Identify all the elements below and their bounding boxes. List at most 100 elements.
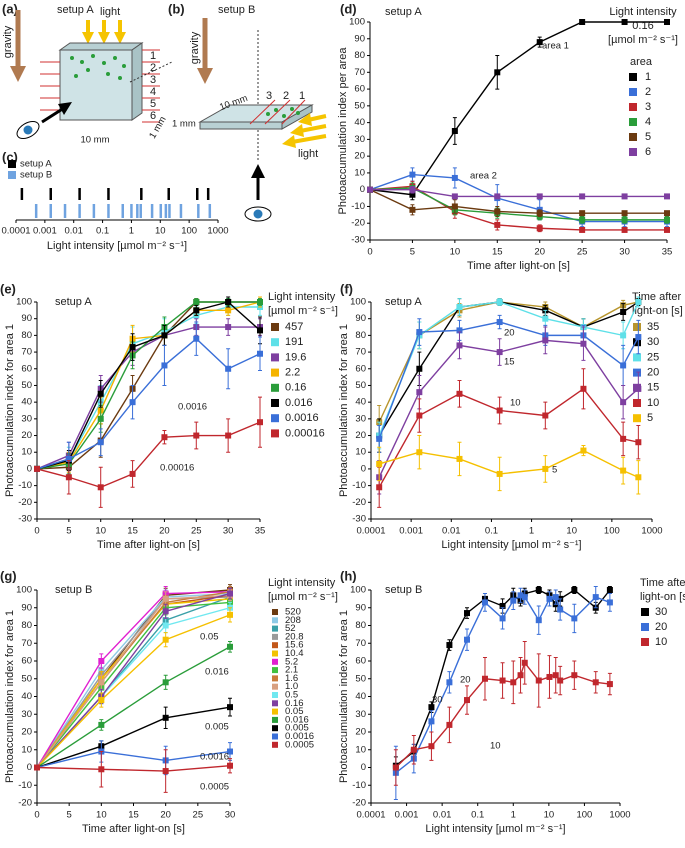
annotation: 20 (460, 675, 471, 686)
chart-title: setup B (385, 584, 422, 596)
x-tick-label: 0.01 (442, 526, 461, 537)
y-tick-label: -10 (18, 480, 32, 491)
y-tick-label: 0 (361, 463, 366, 474)
legend-swatch (641, 608, 649, 616)
data-point (620, 435, 627, 442)
series-line (36, 301, 261, 470)
legend-swatch (272, 609, 278, 615)
y-tick-label: 40 (354, 117, 365, 128)
light-label: light (298, 148, 318, 160)
series-line (36, 596, 231, 768)
data-point (98, 766, 105, 773)
y-tick-label: 70 (355, 347, 366, 358)
x-tick-label: 35 (662, 247, 673, 258)
data-point (592, 594, 599, 601)
y-tick-label: 20 (355, 727, 366, 738)
legend-title: Time after (640, 577, 685, 589)
data-point (416, 329, 423, 336)
region-lines (40, 49, 160, 123)
legend-label: 20 (647, 367, 659, 379)
data-point (499, 615, 506, 622)
y-axis-label: Photoaccumulation index for area 1 (4, 610, 16, 783)
x-tick-label: 100 (576, 810, 592, 821)
data-point (161, 434, 168, 441)
legend-label: 457 (285, 321, 303, 333)
x-axis-label: Time after light-on [s] (467, 260, 570, 272)
data-point (580, 340, 587, 347)
legend-label: 15 (647, 382, 659, 394)
legend-label: 35 (647, 321, 659, 333)
legend-note: Light intensity (609, 6, 677, 18)
data-point (496, 407, 503, 414)
data-point (225, 324, 232, 331)
x-tick-label: 0 (34, 526, 39, 537)
x-tick-label: 10 (95, 526, 106, 537)
data-point (193, 299, 200, 305)
data-point (621, 210, 628, 217)
y-tick-label: 40 (355, 397, 366, 408)
y-tick-label: -20 (18, 798, 32, 809)
gravity-arrowhead (10, 66, 26, 82)
region-numbers: 3 2 1 (266, 90, 305, 102)
data-point (510, 597, 517, 604)
y-tick-label: -30 (18, 514, 32, 525)
y-tick-label: -30 (352, 514, 366, 525)
legend-swatch (633, 338, 641, 347)
y-tick-label: 40 (355, 691, 366, 702)
data-point (481, 675, 488, 682)
legend-swatch (629, 133, 637, 141)
series-line (36, 614, 231, 768)
data-point (227, 643, 233, 650)
legend-label: 15.6 (285, 640, 304, 651)
legend-label: 208 (285, 615, 301, 626)
y-tick-label: 50 (21, 380, 32, 391)
diagram-a: (a) setup A gravity light 1 2 3 4 5 6 (2, 1, 173, 146)
legend-label: 25 (647, 351, 659, 363)
x-tick-label: 0.0001 (356, 526, 385, 537)
data-point (536, 39, 543, 46)
annotation: 15 (504, 357, 515, 368)
data-point (162, 679, 169, 686)
legend-swatch (272, 625, 278, 632)
legend-swatch (272, 642, 278, 649)
gravity-arrowhead (197, 68, 213, 84)
series-line (36, 706, 231, 769)
x-tick-label: 5 (410, 247, 415, 258)
data-point (579, 216, 586, 223)
data-point (162, 595, 169, 602)
panel-label: (d) (340, 1, 357, 16)
diagram-title: setup B (218, 4, 255, 16)
legend-label: 2.2 (285, 367, 300, 379)
data-point (496, 319, 503, 326)
legend-label: 0.016 (285, 714, 309, 725)
x-tick-label: 0 (367, 247, 372, 258)
data-point (410, 746, 417, 753)
data-point (97, 390, 104, 397)
data-point (162, 622, 169, 629)
gravity-label: gravity (189, 31, 201, 64)
x-tick-label: 15 (127, 526, 138, 537)
cuvette-side (131, 42, 143, 121)
x-axis-label: Light intensity [µmol m⁻² s⁻¹] (441, 539, 581, 551)
y-axis-label: Photoaccumulation index for area 1 (338, 324, 350, 497)
data-point (367, 186, 373, 193)
data-point (428, 743, 435, 750)
data-point (557, 677, 564, 684)
data-point (416, 412, 423, 419)
y-tick-label: 50 (355, 380, 366, 391)
legend-label: 10 (655, 636, 667, 648)
region-number: 5 (150, 98, 156, 110)
region-lines (249, 99, 306, 125)
data-point (227, 590, 233, 597)
y-tick-label: 30 (21, 413, 32, 424)
data-point (162, 636, 169, 643)
data-point (392, 764, 399, 771)
legend-swatch (629, 88, 637, 96)
data-point (409, 206, 416, 213)
legend-swatch (272, 708, 278, 715)
y-axis-label: Photoaccumulation index per area (337, 47, 349, 215)
data-point (496, 299, 503, 305)
slab-front (199, 121, 283, 130)
data-point (621, 193, 628, 200)
data-point (257, 350, 263, 357)
